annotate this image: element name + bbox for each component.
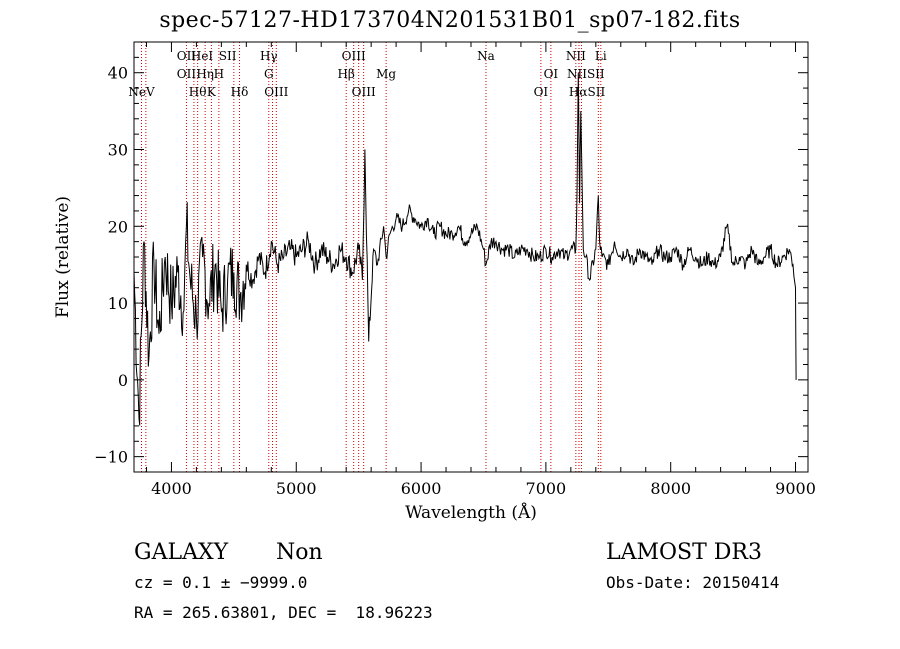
- line-label: SII: [219, 49, 237, 63]
- y-axis-label: Flux (relative): [53, 196, 73, 318]
- y-tick-label: −10: [94, 448, 128, 467]
- obs-date: Obs-Date: 20150414: [606, 573, 780, 592]
- y-tick-label: 20: [108, 217, 128, 236]
- object-class: GALAXY: [134, 540, 229, 565]
- survey-name: LAMOST DR3: [606, 540, 762, 565]
- y-tick-label: 40: [108, 64, 128, 83]
- line-label: Hη: [196, 67, 214, 81]
- line-label: NIISII: [567, 67, 605, 81]
- line-label: Hβ: [337, 67, 354, 81]
- y-tick-label: 10: [108, 294, 128, 313]
- line-label: Mg: [376, 67, 396, 81]
- line-label: Li: [595, 49, 607, 63]
- redshift-info: cz = 0.1 ± −9999.0: [134, 573, 308, 592]
- line-label: G: [264, 67, 274, 81]
- line-label: OIII: [264, 85, 288, 99]
- x-axis-label: Wavelength (Å): [405, 502, 537, 523]
- line-label: OI: [544, 67, 559, 81]
- line-label: OII: [177, 67, 197, 81]
- line-label: Hγ: [260, 49, 278, 63]
- object-subclass: Non: [276, 540, 323, 565]
- x-tick-label: 9000: [775, 479, 816, 498]
- x-tick-label: 7000: [526, 479, 567, 498]
- x-tick-label: 6000: [401, 479, 442, 498]
- line-label: HαSII: [569, 85, 606, 99]
- line-label: Hδ: [231, 85, 249, 99]
- x-tick-label: 8000: [650, 479, 691, 498]
- line-label: OI: [534, 85, 549, 99]
- y-tick-label: 0: [118, 371, 128, 390]
- chart-title: spec-57127-HD173704N201531B01_sp07-182.f…: [159, 8, 741, 33]
- x-tick-label: 5000: [276, 479, 317, 498]
- line-label: OIII: [352, 85, 376, 99]
- line-label: OII: [177, 49, 197, 63]
- line-label: NII: [566, 49, 586, 63]
- line-label: H: [214, 67, 224, 81]
- y-tick-label: 30: [108, 141, 128, 160]
- line-label: OIII: [342, 49, 366, 63]
- ra-dec: RA = 265.63801, DEC = 18.96223: [134, 603, 433, 622]
- line-label: Hθ: [189, 85, 207, 99]
- line-label: K: [207, 85, 217, 99]
- line-label: Na: [477, 49, 495, 63]
- line-label: NeV: [128, 85, 155, 99]
- spectrum-line: [133, 72, 797, 426]
- line-label: HeI: [191, 49, 214, 63]
- x-tick-label: 4000: [151, 479, 192, 498]
